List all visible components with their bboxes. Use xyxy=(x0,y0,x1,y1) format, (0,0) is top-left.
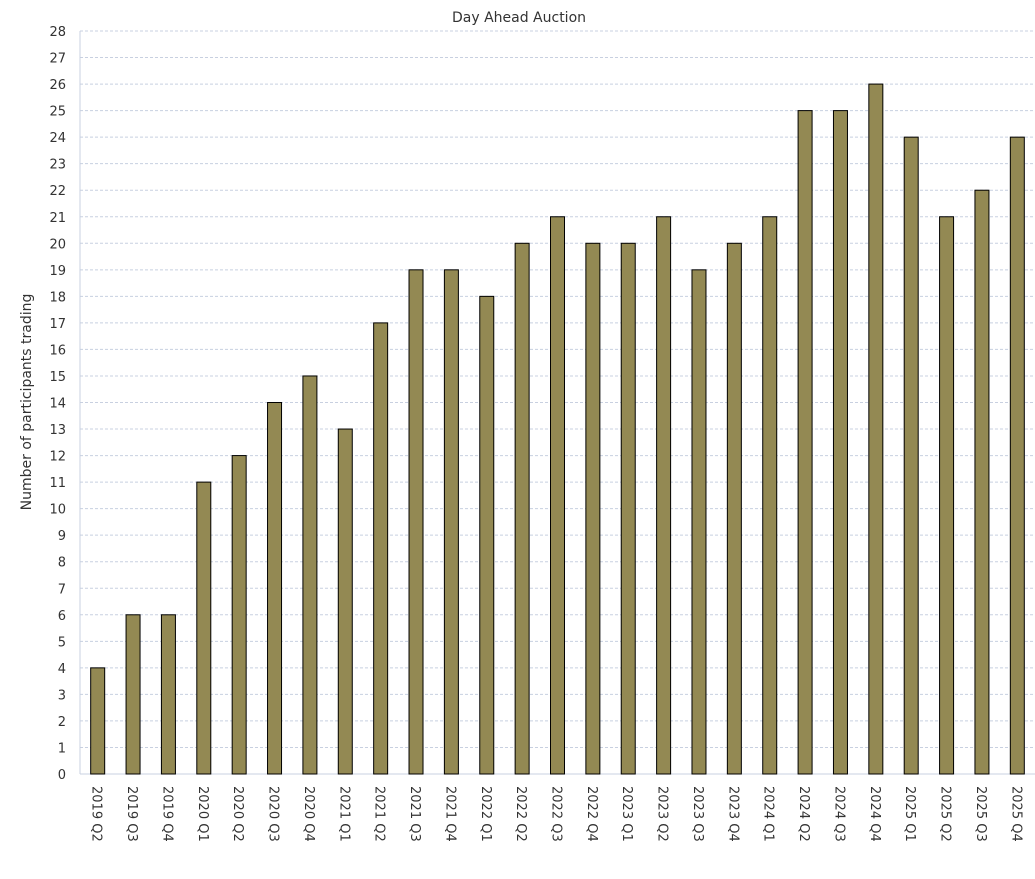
x-tick-label: 2021 Q2 xyxy=(372,786,387,842)
x-tick-label: 2020 Q2 xyxy=(230,786,245,842)
bar xyxy=(903,136,919,775)
x-tick-label: 2020 Q1 xyxy=(195,786,210,842)
bar xyxy=(479,295,495,775)
x-tick-label: 2020 Q3 xyxy=(266,786,281,842)
bar xyxy=(125,614,141,775)
x-tick-label: 2022 Q3 xyxy=(549,786,564,842)
y-tick-label: 20 xyxy=(49,237,66,252)
x-tick-label: 2020 Q4 xyxy=(301,786,316,842)
x-tick-label: 2025 Q2 xyxy=(938,786,953,842)
y-axis-title: Number of participants trading xyxy=(19,294,35,511)
bar xyxy=(832,110,848,775)
x-tick-label: 2022 Q4 xyxy=(584,786,599,842)
bar xyxy=(691,269,707,775)
x-tick-label: 2025 Q1 xyxy=(902,786,917,842)
bar xyxy=(443,269,459,775)
y-tick-label: 19 xyxy=(49,264,66,279)
y-tick-label: 24 xyxy=(49,131,66,146)
bar xyxy=(762,216,778,775)
y-tick-label: 16 xyxy=(49,343,66,358)
x-tick-label: 2025 Q4 xyxy=(1008,786,1023,842)
y-tick-label: 12 xyxy=(49,450,66,465)
x-tick-label: 2023 Q3 xyxy=(690,786,705,842)
x-tick-label: 2021 Q4 xyxy=(442,786,457,842)
bar xyxy=(620,242,636,775)
x-tick-label: 2022 Q2 xyxy=(513,786,528,842)
bar xyxy=(514,242,530,775)
bar xyxy=(196,481,212,775)
bar xyxy=(797,110,813,775)
bar xyxy=(550,216,565,775)
y-tick-label: 26 xyxy=(49,78,66,93)
x-tick-label: 2025 Q3 xyxy=(973,786,988,842)
x-tick-label: 2019 Q3 xyxy=(124,786,139,842)
bar xyxy=(974,189,990,775)
bars xyxy=(90,83,1025,775)
y-tick-label: 8 xyxy=(58,556,66,571)
y-tick-label: 21 xyxy=(49,211,66,226)
y-tick-label: 4 xyxy=(58,662,66,677)
x-tick-label: 2024 Q2 xyxy=(796,786,811,842)
y-tick-label: 13 xyxy=(49,423,66,438)
bar xyxy=(231,455,247,775)
bar xyxy=(302,375,318,775)
y-tick-label: 5 xyxy=(58,635,66,650)
y-tick-label: 18 xyxy=(49,290,66,305)
y-tick-label: 14 xyxy=(49,397,66,412)
bar xyxy=(726,242,742,775)
bar xyxy=(408,269,424,775)
y-tick-label: 15 xyxy=(49,370,66,385)
y-tick-label: 1 xyxy=(58,741,66,756)
x-tick-label: 2019 Q2 xyxy=(89,786,104,842)
y-tick-label: 17 xyxy=(49,317,66,332)
y-tick-label: 11 xyxy=(49,476,66,491)
y-tick-label: 22 xyxy=(49,184,66,199)
y-tick-labels: 0123456789101112131415161718192021222324… xyxy=(49,25,66,783)
y-tick-label: 28 xyxy=(49,25,66,40)
x-tick-label: 2024 Q3 xyxy=(831,786,846,842)
y-tick-label: 10 xyxy=(49,503,66,518)
x-tick-label: 2021 Q1 xyxy=(336,786,351,842)
x-tick-label: 2019 Q4 xyxy=(159,786,174,842)
y-tick-label: 6 xyxy=(58,609,66,624)
y-tick-label: 27 xyxy=(49,52,66,67)
bar xyxy=(1009,136,1025,775)
y-tick-label: 0 xyxy=(58,768,66,783)
bar xyxy=(373,322,389,775)
bar xyxy=(939,216,955,775)
y-tick-label: 25 xyxy=(49,105,66,120)
x-tick-label: 2024 Q4 xyxy=(867,786,882,842)
y-tick-label: 3 xyxy=(58,688,66,703)
x-tick-label: 2021 Q3 xyxy=(407,786,422,842)
bar xyxy=(585,242,601,775)
bar xyxy=(267,402,283,775)
x-tick-labels: 2019 Q2 2019 Q3 2019 Q4 2020 Q1 2020 Q2 2020 … xyxy=(89,786,1024,842)
bar xyxy=(90,667,106,775)
y-tick-label: 2 xyxy=(58,715,66,730)
bar xyxy=(868,83,884,775)
x-tick-label: 2023 Q4 xyxy=(725,786,740,842)
bar xyxy=(656,216,672,775)
bar xyxy=(337,428,353,775)
bar xyxy=(160,614,176,775)
y-tick-label: 7 xyxy=(58,582,66,597)
y-tick-label: 9 xyxy=(58,529,66,544)
x-tick-label: 2023 Q2 xyxy=(655,786,670,842)
y-tick-label: 23 xyxy=(49,158,66,173)
x-tick-label: 2023 Q1 xyxy=(619,786,634,842)
x-tick-label: 2022 Q1 xyxy=(478,786,493,842)
chart-title: Day Ahead Auction xyxy=(452,10,586,26)
x-tick-label: 2024 Q1 xyxy=(761,786,776,842)
